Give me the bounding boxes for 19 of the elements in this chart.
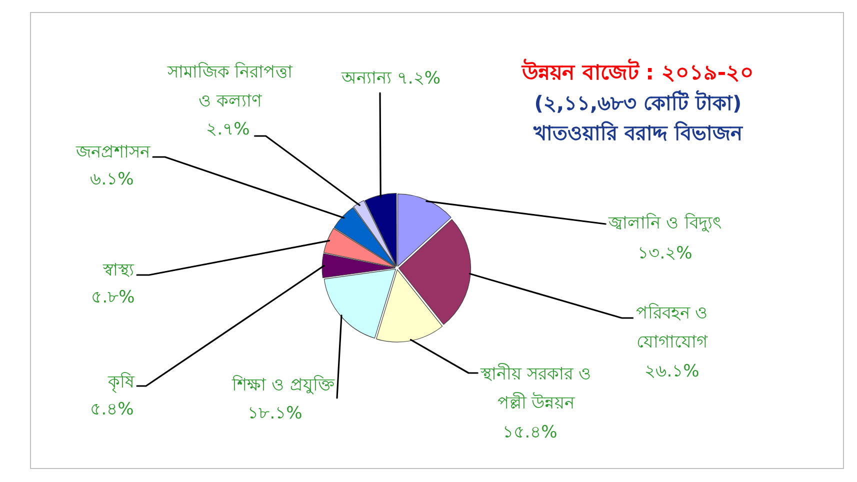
slice-label: স্থানীয় সরকার ও পল্লী উন্নয়ন [480,363,592,414]
data-label: ২.৭% [206,119,250,140]
slice-label: শিক্ষা ও প্রযুক্তি [231,374,335,396]
data-label: ২৬.১% [644,361,700,382]
slice-label: স্বাস্থ্য [102,260,135,280]
text: (২,১১,৬৮৩ কোটি টাকা) খাতওয়ারি বরাদ্দ বিভাজন [532,90,744,146]
data-label: ১৮.১% [248,403,302,424]
chart-title: উন্নয়ন বাজেট : ২০১৯-২০ [520,58,754,84]
slice-label: জ্বালানি ও বিদ্যুৎ [608,212,722,234]
slice-label: জনপ্রশাসন [75,142,151,162]
slice-label: সামাজিক নিরাপত্তা ও কল্যাণ [166,61,294,112]
slice-label: অন্যান্য ৭.২% [340,68,440,88]
data-label: ১৩.২% [638,243,692,264]
data-label: ১৫.৪% [502,422,558,442]
slice-label: কৃষি [107,371,135,392]
data-label: ৫.৪% [90,399,134,420]
data-label: ৬.১% [90,169,134,190]
data-label: ৫.৮% [91,287,135,308]
slice-label: পরিবহন ও যোগাযোগ [636,302,708,352]
